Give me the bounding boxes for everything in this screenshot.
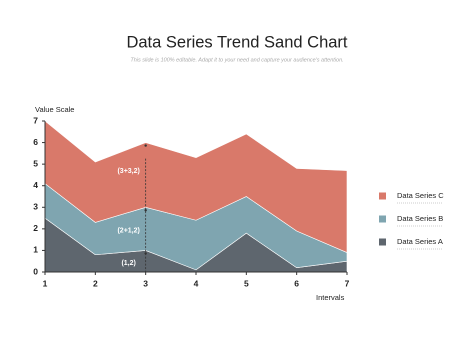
x-tick-label: 4	[194, 278, 199, 288]
y-tick-label: 5	[33, 158, 38, 168]
annotation-dot	[144, 252, 147, 255]
annotation-dot	[144, 144, 147, 147]
chart-subtitle: This slide is 100% editable. Adapt it to…	[130, 57, 343, 63]
y-tick-label: 0	[33, 266, 38, 276]
area	[44, 120, 348, 254]
annotation: (2+1,2)	[117, 228, 139, 235]
x-tick-label: 1	[43, 278, 48, 288]
y-tick-label: 4	[33, 180, 38, 190]
annotation-dot	[144, 209, 147, 212]
annotation: (1,2)	[121, 260, 135, 267]
y-tick-label: 1	[33, 245, 38, 255]
chart-title: Data Series Trend Sand Chart	[126, 33, 347, 51]
x-tick-label: 7	[345, 278, 350, 288]
legend-swatch	[379, 238, 386, 246]
legend-label: Data Series C	[397, 191, 444, 200]
y-tick-label: 7	[33, 115, 38, 125]
y-tick-label: 2	[33, 223, 38, 233]
x-tick-label: 2	[93, 278, 98, 288]
annotation: (3+3,2)	[117, 168, 139, 175]
y-tick-label: 3	[33, 202, 38, 212]
x-tick-label: 5	[244, 278, 249, 288]
x-axis-label: Intervals	[316, 293, 345, 302]
legend-swatch	[379, 192, 386, 200]
y-axis-label: Value Scale	[35, 105, 74, 114]
legend-swatch	[379, 215, 386, 223]
legend-label: Data Series B	[397, 214, 443, 223]
x-tick-label: 3	[143, 278, 148, 288]
y-tick-label: 6	[33, 137, 38, 147]
legend-label: Data Series A	[397, 237, 443, 246]
x-tick-label: 6	[294, 278, 299, 288]
